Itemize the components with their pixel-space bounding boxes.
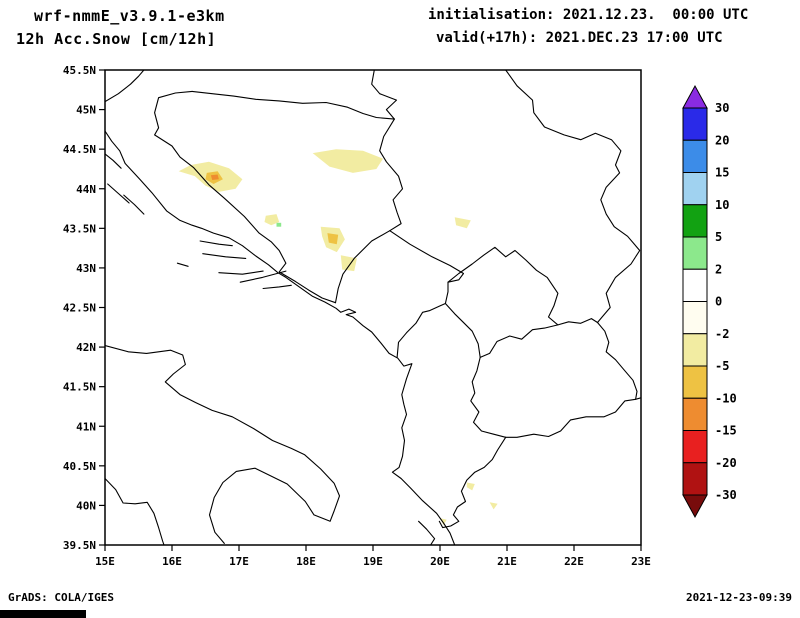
y-axis-label: 42.5N [63,302,96,315]
border-path [191,90,395,120]
coastline-path [105,130,456,545]
valid-time-label: valid(+17h): 2021.DEC.23 17:00 UTC [436,30,723,46]
x-axis-label: 17E [229,555,249,568]
border-path [371,70,398,120]
coastline-path [105,477,165,545]
snow-patch [340,255,357,272]
colorbar-label: -5 [715,359,729,373]
colorbar-arrow-bottom [682,494,708,519]
coastline-path [105,344,341,544]
snow-patch [276,222,282,227]
border-path [596,321,638,400]
colorbar-segment [682,268,708,302]
colorbar-label: 2 [715,262,722,276]
colorbar-segment [682,301,708,335]
colorbar-label: -2 [715,327,729,341]
colorbar-segment [682,172,708,206]
plot-timestamp: 2021-12-23-09:39 [686,591,792,604]
field-title: 12h Acc.Snow [cm/12h] [16,30,217,48]
snow-patch [327,233,339,245]
y-axis-label: 43.5N [63,222,96,235]
island-path [176,262,189,267]
border-path [334,230,391,304]
colorbar-label: 30 [715,101,729,115]
colorbar-segment [682,430,708,464]
colorbar-segment [682,333,708,367]
border-path [389,230,465,283]
y-axis-label: 39.5N [63,539,96,552]
y-axis-label: 41N [76,420,96,433]
y-axis-label: 44N [76,183,96,196]
border-path [505,397,641,438]
island-path [418,520,436,545]
island-path [107,183,130,204]
x-axis-label: 16E [162,555,182,568]
model-version-title: wrf-nmmE_v3.9.1-e3km [34,7,225,25]
border-path [470,356,507,438]
island-path [202,253,247,259]
snow-patch [454,217,471,229]
y-axis-label: 42N [76,341,96,354]
island-path [262,284,292,290]
border-path [379,118,404,232]
island-path [239,270,287,283]
y-axis-label: 40.5N [63,460,96,473]
snow-patch [264,214,280,226]
colorbar-label: -30 [715,488,737,502]
colorbar-label: -20 [715,456,737,470]
colorbar-label: 5 [715,230,722,244]
grads-credit: GrADS: COLA/IGES [8,591,114,604]
x-axis-label: 18E [296,555,316,568]
island-path [105,153,122,169]
colorbar-segment [682,397,708,431]
border-path [105,70,145,103]
x-axis-label: 21E [497,555,517,568]
y-axis-label: 43N [76,262,96,275]
y-axis-label: 44.5N [63,143,96,156]
border-path [557,318,599,326]
colorbar-label: -15 [715,424,737,438]
x-axis-label: 15E [95,555,115,568]
island-path [123,194,145,215]
x-axis-label: 20E [430,555,450,568]
colorbar-segment [682,204,708,238]
snow-patch [312,149,383,173]
map-layer [105,70,641,545]
snow-patch [210,174,219,180]
island-path [218,270,264,275]
colorbar-segment [682,139,708,173]
colorbar-segment [682,107,708,141]
border-path [396,302,446,358]
init-time-label: initialisation: 2021.12.23. 00:00 UTC [428,7,749,23]
border-path [438,436,507,529]
colorbar-segment [682,462,708,496]
colorbar-label: 20 [715,133,729,147]
colorbar-label: 10 [715,198,729,212]
y-axis-label: 40N [76,499,96,512]
border-path [154,90,337,304]
y-axis-label: 45.5N [63,64,96,77]
colorbar-segment [682,365,708,399]
snow-patch [489,502,498,510]
map-frame [104,69,642,546]
colorbar-arrow-top [682,84,708,109]
border-path [505,70,641,324]
colorbar-label: 0 [715,295,722,309]
colorbar-label: 15 [715,166,729,180]
x-axis-label: 23E [631,555,651,568]
x-axis-label: 19E [363,555,383,568]
y-axis-label: 45N [76,104,96,117]
border-path [444,246,559,358]
colorbar-segment [682,236,708,270]
y-axis-label: 41.5N [63,381,96,394]
snow-patch [466,482,475,491]
colorbar-label: -10 [715,391,737,405]
bottom-black-bar [0,610,86,618]
x-axis-label: 22E [564,555,584,568]
island-path [199,240,233,247]
